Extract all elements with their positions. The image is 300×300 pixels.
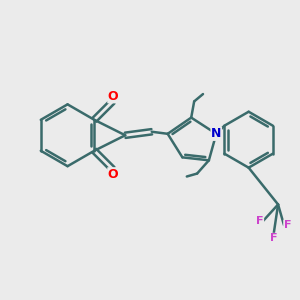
Text: F: F xyxy=(256,216,264,226)
Text: F: F xyxy=(270,233,278,243)
Text: F: F xyxy=(284,220,291,230)
Text: O: O xyxy=(108,90,119,103)
Text: N: N xyxy=(211,127,221,140)
Text: O: O xyxy=(108,168,119,181)
